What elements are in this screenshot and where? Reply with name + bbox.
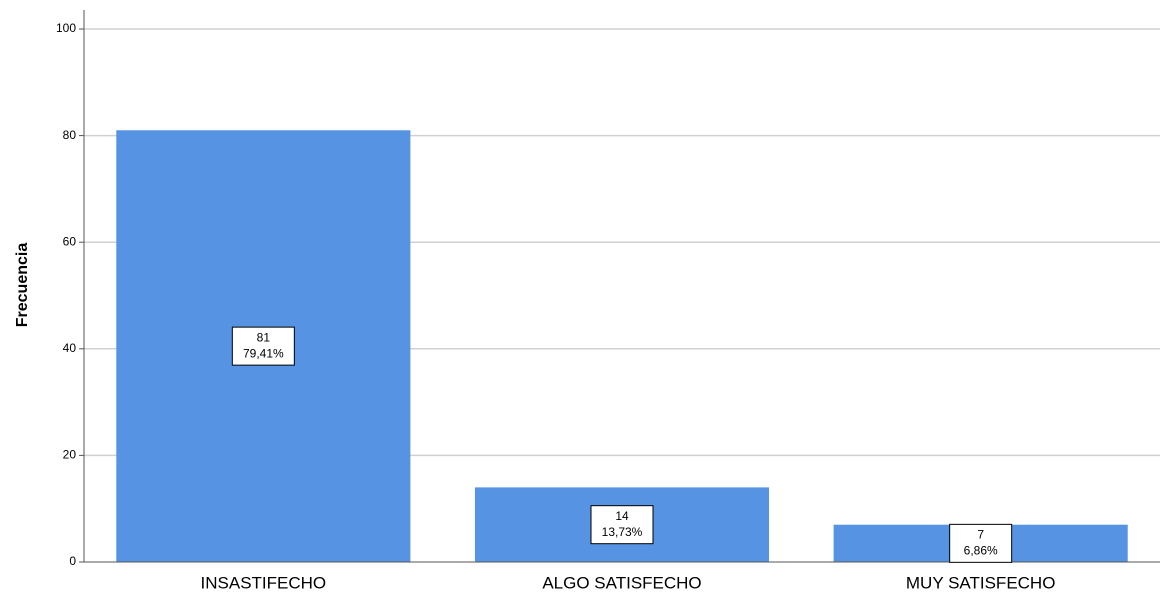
data-label-box [231, 326, 295, 366]
data-label: 81 79,41% [231, 326, 295, 366]
y-tick-label: 40 [63, 341, 77, 355]
y-ticks: 0 20 40 60 80 100 [56, 21, 84, 568]
data-label-percent: 79,41% [243, 346, 284, 360]
y-tick-label: 0 [69, 554, 76, 568]
data-label-count: 81 [257, 330, 271, 344]
y-tick-label: 80 [63, 128, 77, 142]
data-label-percent: 13,73% [602, 525, 643, 539]
y-tick-label: 60 [63, 234, 77, 248]
x-tick-label: MUY SATISFECHO [906, 573, 1056, 592]
data-label-percent: 6,86% [964, 544, 998, 558]
y-axis-label: Frecuencia [14, 243, 31, 328]
data-label-count: 7 [977, 528, 984, 542]
data-label: 14 13,73% [590, 505, 654, 545]
x-tick-label: ALGO SATISFECHO [542, 573, 701, 592]
data-label-box [949, 523, 1013, 563]
data-label-box [590, 505, 654, 545]
data-label-count: 14 [615, 509, 629, 523]
data-label: 7 6,86% [949, 523, 1013, 563]
x-tick-labels: INSASTIFECHO ALGO SATISFECHO MUY SATISFECH… [201, 573, 1056, 592]
data-labels: 81 79,41% 14 13,73% 7 6,86% [231, 326, 1013, 563]
x-tick-label: INSASTIFECHO [201, 573, 327, 592]
y-tick-label: 100 [56, 21, 76, 35]
y-tick-label: 20 [63, 448, 77, 462]
